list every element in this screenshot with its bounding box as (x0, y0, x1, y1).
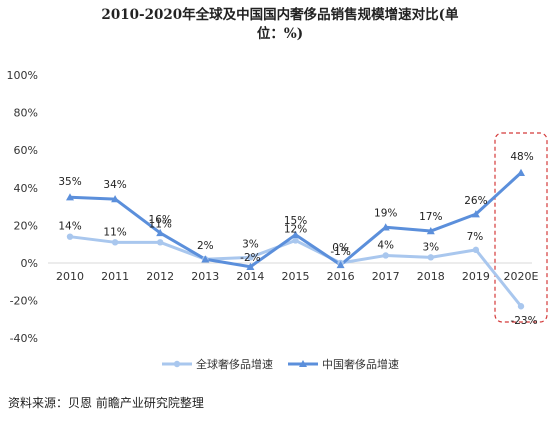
y-tick-label: -20% (10, 295, 38, 308)
legend-label-2: 中国奢侈品增速 (322, 357, 399, 371)
y-tick-label: 100% (7, 69, 38, 82)
data-label: 16% (149, 214, 172, 226)
x-tick-label: 2019 (462, 270, 490, 283)
x-tick-label: 2011 (101, 270, 129, 283)
global-point (382, 252, 389, 259)
global-point (157, 239, 164, 246)
global-point (517, 303, 525, 310)
data-label: 7% (467, 231, 484, 243)
data-label: 3% (422, 241, 439, 253)
data-label: 15% (284, 215, 307, 227)
data-label: -2% (240, 252, 260, 264)
data-label: 2% (197, 240, 214, 252)
data-label: 4% (377, 239, 394, 251)
x-tick-label: 2016 (327, 270, 355, 283)
data-label: 0% (332, 242, 349, 254)
x-tick-label: 2010 (56, 270, 84, 283)
highlight-box-2020e (494, 132, 548, 323)
global-point (427, 254, 434, 261)
data-label: 34% (103, 179, 126, 191)
data-label: 19% (374, 207, 397, 219)
legend-label-1: 全球奢侈品增速 (196, 357, 273, 371)
y-tick-label: 0% (21, 257, 38, 270)
x-tick-label: 2014 (236, 270, 264, 283)
china-point (156, 228, 165, 237)
legend-marker-1 (173, 360, 181, 368)
china-point (336, 260, 345, 269)
data-label: 17% (419, 211, 442, 223)
data-label: 3% (242, 238, 259, 250)
china-point (246, 262, 255, 270)
data-label: -23% (510, 315, 537, 327)
china-point (291, 230, 300, 238)
china-point (381, 223, 390, 231)
data-label: 26% (464, 195, 487, 207)
data-label: 11% (149, 218, 172, 230)
data-label: 48% (510, 151, 533, 163)
y-tick-label: 40% (14, 182, 38, 195)
x-tick-label: 2015 (282, 270, 310, 283)
y-tick-label: 80% (14, 107, 38, 120)
global-point (247, 254, 254, 261)
data-label: 11% (103, 226, 126, 238)
data-label: -1% (330, 246, 350, 258)
global-point (111, 239, 119, 246)
china-point (66, 193, 74, 201)
x-tick-label: 2018 (417, 270, 445, 283)
x-tick-label: 2020E (504, 270, 539, 283)
chart-title: 2010-2020年全球及中国国内奢侈品销售规模增速对比(单位：%) (101, 7, 459, 42)
china-point (111, 195, 120, 203)
source-note: 资料来源：贝恩 前瞻产业研究院整理 (8, 396, 204, 410)
legend-marker-2 (299, 360, 307, 367)
data-label: 14% (58, 221, 81, 233)
y-tick-label: -40% (10, 332, 38, 345)
china-point (471, 210, 480, 218)
china-point (201, 255, 210, 263)
y-tick-label: 20% (14, 219, 38, 232)
y-tick-label: 60% (14, 144, 38, 157)
x-tick-label: 2017 (372, 270, 400, 283)
china-point (517, 168, 525, 176)
global-point (292, 237, 299, 244)
data-label: 12% (284, 223, 307, 235)
data-label: 35% (58, 176, 81, 188)
global-point (66, 233, 74, 240)
x-tick-label: 2012 (146, 270, 174, 283)
x-tick-label: 2013 (191, 270, 219, 283)
global-point (472, 246, 480, 254)
china-point (426, 227, 435, 235)
